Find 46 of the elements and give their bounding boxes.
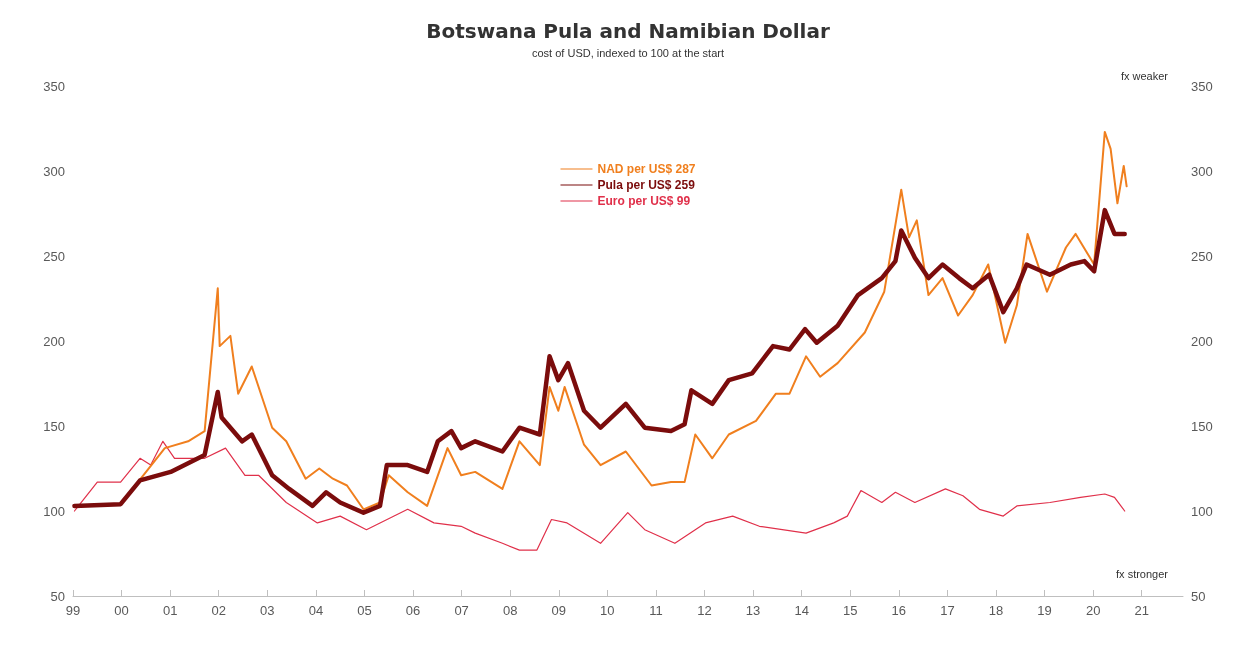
y2-tick-label: 350 (1191, 78, 1213, 94)
chart-title: Botswana Pula and Namibian Dollar (426, 19, 830, 43)
x-tick-label: 10 (600, 603, 615, 618)
chart-subtitle: cost of USD, indexed to 100 at the start (532, 46, 724, 59)
x-tick-label: 12 (697, 603, 712, 618)
x-tick-label: 05 (357, 603, 372, 618)
x-tick-label: 06 (405, 603, 421, 618)
x-tick-label: 18 (988, 603, 1004, 618)
x-tick-label: 03 (260, 603, 275, 618)
y2-tick-label: 200 (1191, 333, 1213, 349)
x-tick-label: 01 (162, 603, 178, 618)
y2-tick-label: 250 (1191, 248, 1213, 264)
y2-tick-label: 100 (1191, 503, 1213, 519)
x-tick-label: 08 (502, 603, 518, 618)
x-tick-label: 00 (114, 603, 129, 618)
x-tick-label: 02 (211, 603, 226, 618)
y-tick-label: 50 (50, 588, 65, 604)
x-tick-label: 21 (1134, 603, 1149, 618)
x-tick-label: 99 (65, 603, 81, 618)
x-tick-label: 15 (843, 603, 858, 618)
x-tick-label: 04 (308, 603, 324, 618)
y-tick-label: 200 (43, 333, 65, 349)
x-tick-label: 17 (940, 603, 955, 618)
x-tick-label: 13 (745, 603, 761, 618)
y2-tick-label: 300 (1191, 163, 1213, 179)
y2-tick-label: 50 (1191, 588, 1206, 604)
line-series (72, 207, 1127, 515)
y2-tick-label: 150 (1191, 418, 1213, 434)
y-tick-label: 150 (43, 418, 65, 434)
y-tick-label: 300 (43, 163, 65, 179)
line-series (73, 440, 1126, 551)
legend-label: NAD per US$ 287 (597, 162, 696, 176)
x-tick-label: 16 (891, 603, 907, 618)
legend-label: Pula per US$ 259 (597, 178, 696, 192)
x-tick-label: 14 (794, 603, 809, 618)
y-tick-label: 250 (43, 248, 65, 264)
legend-label: Euro per US$ 99 (597, 194, 691, 208)
x-tick-label: 19 (1037, 603, 1052, 618)
annotation: fx stronger (1116, 567, 1169, 580)
x-tick-label: 11 (649, 603, 663, 618)
y-tick-label: 100 (43, 503, 65, 519)
y-tick-label: 350 (43, 78, 65, 94)
text: fx weaker (1120, 69, 1169, 82)
x-tick-label: 20 (1085, 603, 1101, 618)
x-tick-label: 07 (454, 603, 469, 618)
x-tick-label: 09 (551, 603, 567, 618)
